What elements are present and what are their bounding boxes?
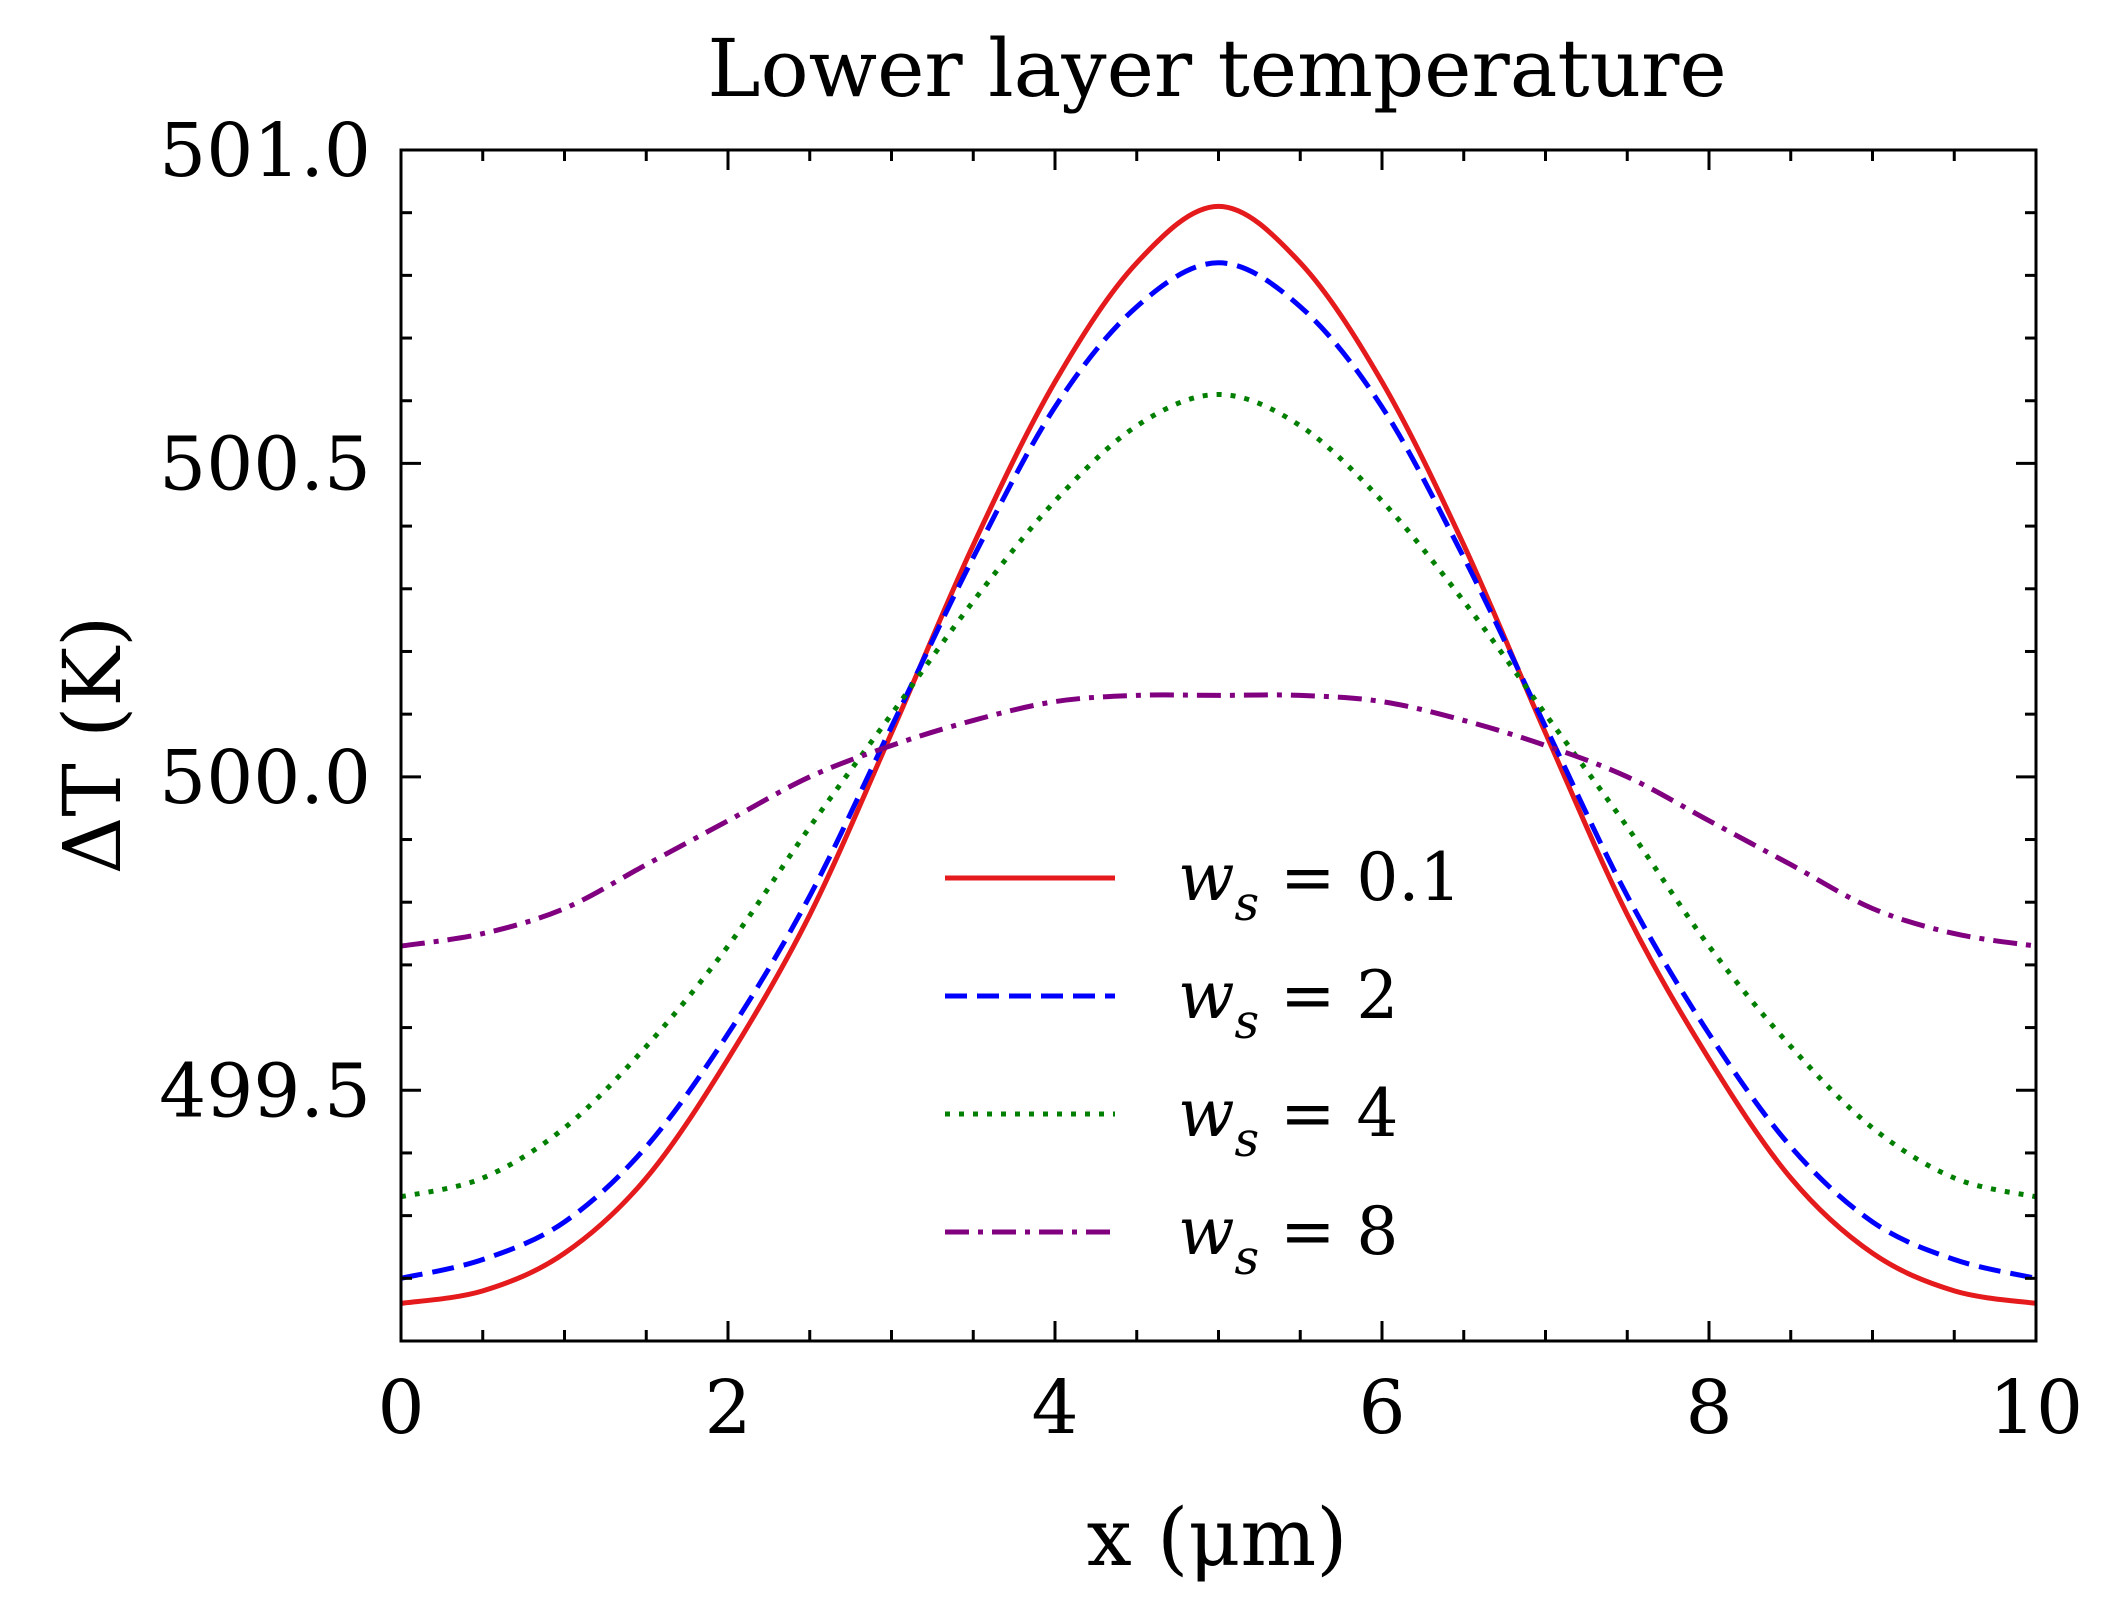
x-tick-label: 8 [1685,1365,1732,1451]
ticks [399,148,2038,1343]
x-tick-label: 2 [704,1365,751,1451]
x-tick-label: 10 [1989,1365,2083,1451]
legend: ws = 0.1 ws = 2 ws = 4 ws = 8 [945,839,1461,1286]
series-line-4 [400,692,2037,949]
chart-title: Lower layer temperature [707,22,1726,115]
x-tick-label: 0 [377,1365,424,1451]
plot-series [400,203,2037,1306]
x-axis-label: x (μm) [1087,1491,1348,1584]
plot-frame [399,148,2038,1343]
legend-label-1: ws = 0.1 [1178,839,1461,932]
legend-label-4: ws = 8 [1178,1193,1398,1286]
series-line-2 [400,260,2037,1281]
series-line-1 [400,203,2037,1306]
x-tick-label: 6 [1358,1365,1405,1451]
series-line-3 [400,391,2037,1200]
y-tick-label: 501.0 [159,108,371,194]
y-tick-label: 500.0 [159,735,371,821]
y-axis-label: ΔT (K) [46,616,139,875]
y-tick-label: 500.5 [159,421,371,507]
legend-label-2: ws = 2 [1178,957,1398,1050]
y-tick-label: 499.5 [159,1048,371,1134]
tick-labels: 0 2 4 6 8 10 499.5 500.0 500.5 501.0 [159,108,2083,1451]
legend-label-3: ws = 4 [1178,1075,1398,1168]
x-tick-label: 4 [1031,1365,1078,1451]
